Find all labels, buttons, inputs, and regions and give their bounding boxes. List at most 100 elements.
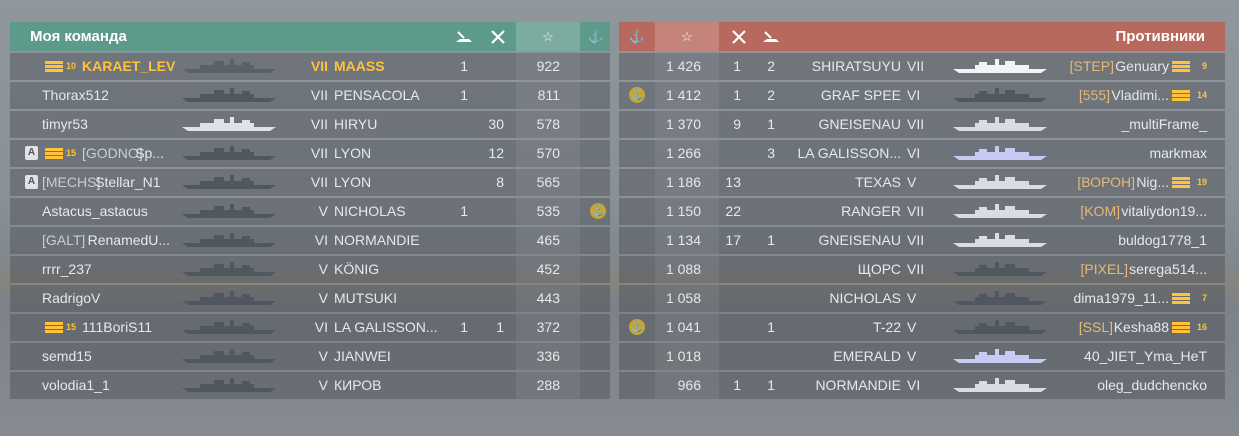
player-row[interactable]: 1 058 NICHOLAS V 7 dima1979_11...	[619, 285, 1225, 312]
player-row[interactable]: Thorax512 VII PENSACOLA 1 811	[10, 82, 610, 109]
xp-column-strip	[516, 198, 580, 225]
ship-silhouette	[951, 319, 1049, 335]
ship-tier: VII	[310, 58, 328, 74]
service-level-icon	[1169, 61, 1193, 73]
plane-kill-icon[interactable]	[484, 22, 512, 51]
player-row[interactable]: ⚓ 1 412 1 2 GRAF SPEE VI 14 Vladimi... [555]	[619, 82, 1225, 109]
player-name[interactable]: dima1979_11...	[1073, 290, 1169, 306]
service-level[interactable]: 15	[66, 148, 77, 158]
player-name[interactable]: Sp...	[135, 145, 164, 161]
plane-kills: 1	[496, 319, 504, 335]
xp-column-strip	[655, 314, 719, 341]
xp-column-strip	[516, 169, 580, 196]
player-row[interactable]: rrrr_237 V KÖNIG 452	[10, 256, 610, 283]
player-row[interactable]: 1 426 1 2 SHIRATSUYU VII 9 Genuary [STEP]	[619, 53, 1225, 80]
base-xp: 1 266	[665, 145, 701, 161]
player-row[interactable]: RadrigoV V MUTSUKI 443	[10, 285, 610, 312]
my-team-header: Моя команда ☆ ⚓	[10, 22, 610, 51]
xp-column-strip	[655, 285, 719, 312]
service-level[interactable]: 15	[66, 322, 77, 332]
player-name[interactable]: 111BoriS11	[82, 319, 153, 335]
ship-kills: 3	[767, 145, 775, 161]
ship-kill-icon[interactable]	[757, 22, 785, 51]
player-name[interactable]: Genuary	[1115, 58, 1169, 74]
player-name[interactable]: RenamedU...	[87, 232, 171, 248]
xp-column-strip	[655, 372, 719, 399]
player-row[interactable]: [GALT] RenamedU... VI NORMANDIE 465	[10, 227, 610, 254]
player-row[interactable]: timyr53 VII HIRYU 30 578	[10, 111, 610, 138]
player-name[interactable]: Stellar_N1	[95, 174, 161, 190]
player-row[interactable]: 1 088 ЩОРС VII serega514... [PIXEL]	[619, 256, 1225, 283]
clan-tag[interactable]: [ВОРОН]	[1077, 174, 1135, 190]
ship-tier: V	[907, 348, 917, 364]
clan-tag[interactable]: [555]	[1078, 87, 1110, 103]
base-xp: 336	[536, 348, 560, 364]
player-row[interactable]: 1 134 17 1 GNEISENAU VII buldog1778_1	[619, 227, 1225, 254]
player-name[interactable]: timyr53	[42, 116, 88, 132]
plane-kill-icon[interactable]	[725, 22, 753, 51]
clan-tag[interactable]: [MECHS]	[42, 174, 101, 190]
player-name[interactable]: serega514...	[1129, 261, 1207, 277]
player-name[interactable]: Nig...	[1136, 174, 1169, 190]
base-xp: 1 018	[665, 348, 701, 364]
ship-tier: VII	[907, 58, 925, 74]
player-name[interactable]: semd15	[42, 348, 92, 364]
player-name[interactable]: Thorax512	[42, 87, 109, 103]
service-level: 7	[1201, 293, 1207, 303]
player-row[interactable]: 1 370 9 1 GNEISENAU VII _multiFrame_	[619, 111, 1225, 138]
base-xp: 1 088	[665, 261, 701, 277]
base-xp: 578	[536, 116, 560, 132]
player-row[interactable]: semd15 V JIANWEI 336	[10, 343, 610, 370]
player-name[interactable]: KARAET_LEV	[82, 58, 176, 74]
player-row[interactable]: ⚓ 1 041 1 T-22 V 16 Kesha88 [SSL]	[619, 314, 1225, 341]
ship-name: LYON	[334, 145, 372, 161]
player-row[interactable]: 966 1 1 NORMANDIE VI oleg_dudchencko	[619, 372, 1225, 399]
clan-tag[interactable]: [GODNO]	[82, 145, 143, 161]
star-icon[interactable]: ☆	[655, 22, 719, 51]
player-name[interactable]: volodia1_1	[42, 377, 110, 393]
player-name[interactable]: rrrr_237	[42, 261, 92, 277]
ship-tier: VII	[310, 87, 328, 103]
star-icon[interactable]: ☆	[516, 22, 580, 51]
xp-column-strip	[655, 111, 719, 138]
player-name[interactable]: Kesha88	[1113, 319, 1169, 335]
player-row[interactable]: A 15 [GODNO] Sp... VII LYON 12 570	[10, 140, 610, 167]
anchor-emblem-icon[interactable]: ⚓	[587, 28, 605, 44]
player-row[interactable]: 1 186 13 TEXAS V 19 Nig... [ВОРОН]	[619, 169, 1225, 196]
ship-silhouette	[180, 174, 278, 190]
anchor-emblem-icon[interactable]: ⚓	[628, 28, 646, 44]
ship-kill-icon[interactable]	[450, 22, 478, 51]
player-row[interactable]: Astacus_astacus V NICHOLAS 1 535 ⚓	[10, 198, 610, 225]
player-row[interactable]: volodia1_1 V КИРОВ 288	[10, 372, 610, 399]
player-row[interactable]: 15 111BoriS11 VI LA GALISSON... 1 1 372	[10, 314, 610, 341]
player-row[interactable]: A [MECHS] Stellar_N1 VII LYON 8 565	[10, 169, 610, 196]
ship-tier: V	[907, 319, 917, 335]
xp-column-strip	[655, 82, 719, 109]
ship-name: GNEISENAU	[818, 232, 901, 248]
clan-tag[interactable]: [SSL]	[1078, 319, 1113, 335]
player-name[interactable]: Vladimi...	[1111, 87, 1169, 103]
player-name[interactable]: Astacus_astacus	[42, 203, 148, 219]
player-row[interactable]: 1 266 3 LA GALISSON... VI markmax	[619, 140, 1225, 167]
ship-name: КИРОВ	[334, 377, 382, 393]
player-name[interactable]: oleg_dudchencko	[1097, 377, 1207, 393]
anchor-emblem-icon: ⚓	[629, 319, 645, 335]
clan-tag[interactable]: [GALT]	[42, 232, 86, 248]
player-name[interactable]: markmax	[1149, 145, 1207, 161]
ship-name: NORMANDIE	[334, 232, 420, 248]
player-name[interactable]: vitaliydon19...	[1121, 203, 1207, 219]
player-name[interactable]: buldog1778_1	[1118, 232, 1207, 248]
ship-name: KÖNIG	[334, 261, 380, 277]
player-name[interactable]: RadrigoV	[42, 290, 101, 306]
player-name[interactable]: _multiFrame_	[1121, 116, 1207, 132]
clan-tag[interactable]: [KOM]	[1080, 203, 1120, 219]
clan-tag[interactable]: [STEP]	[1069, 58, 1114, 74]
player-row[interactable]: 1 150 22 RANGER VII vitaliydon19... [KOM]	[619, 198, 1225, 225]
my-team-panel: Моя команда ☆ ⚓ 10 KARAET_LEV VII MAASS 1 922…	[10, 22, 610, 399]
player-name[interactable]: 40_JIET_Yma_HeT	[1084, 348, 1207, 364]
player-row[interactable]: 1 018 EMERALD V 40_JIET_Yma_HeT	[619, 343, 1225, 370]
base-xp: 1 412	[665, 87, 701, 103]
player-row[interactable]: 10 KARAET_LEV VII MAASS 1 922	[10, 53, 610, 80]
clan-tag[interactable]: [PIXEL]	[1080, 261, 1128, 277]
service-level[interactable]: 10	[66, 61, 77, 71]
